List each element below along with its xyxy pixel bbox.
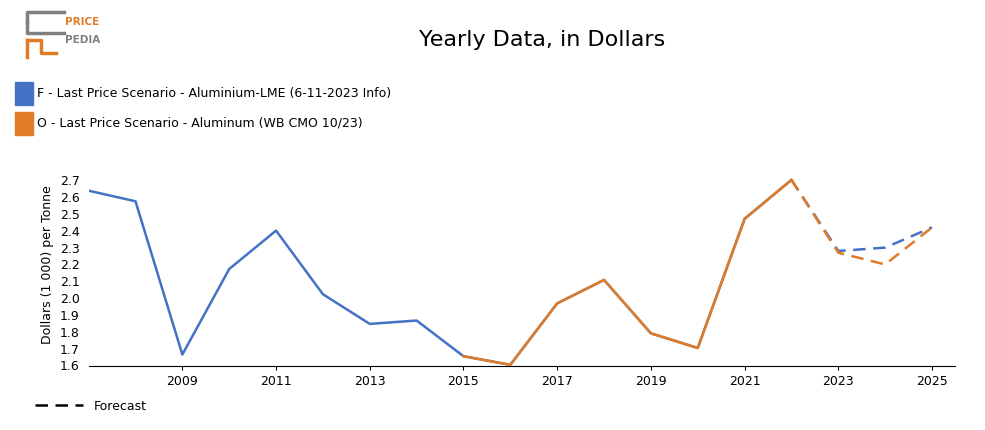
Text: PEDIA: PEDIA [65,34,100,45]
Text: Forecast: Forecast [94,400,147,413]
Text: PRICE: PRICE [65,17,99,28]
Text: F - Last Price Scenario - Aluminium-LME (6-11-2023 Info): F - Last Price Scenario - Aluminium-LME … [37,87,392,100]
Y-axis label: Dollars (1 000) per Tonne: Dollars (1 000) per Tonne [41,185,54,344]
Text: Yearly Data, in Dollars: Yearly Data, in Dollars [419,30,665,50]
Text: O - Last Price Scenario - Aluminum (WB CMO 10/23): O - Last Price Scenario - Aluminum (WB C… [37,117,363,130]
